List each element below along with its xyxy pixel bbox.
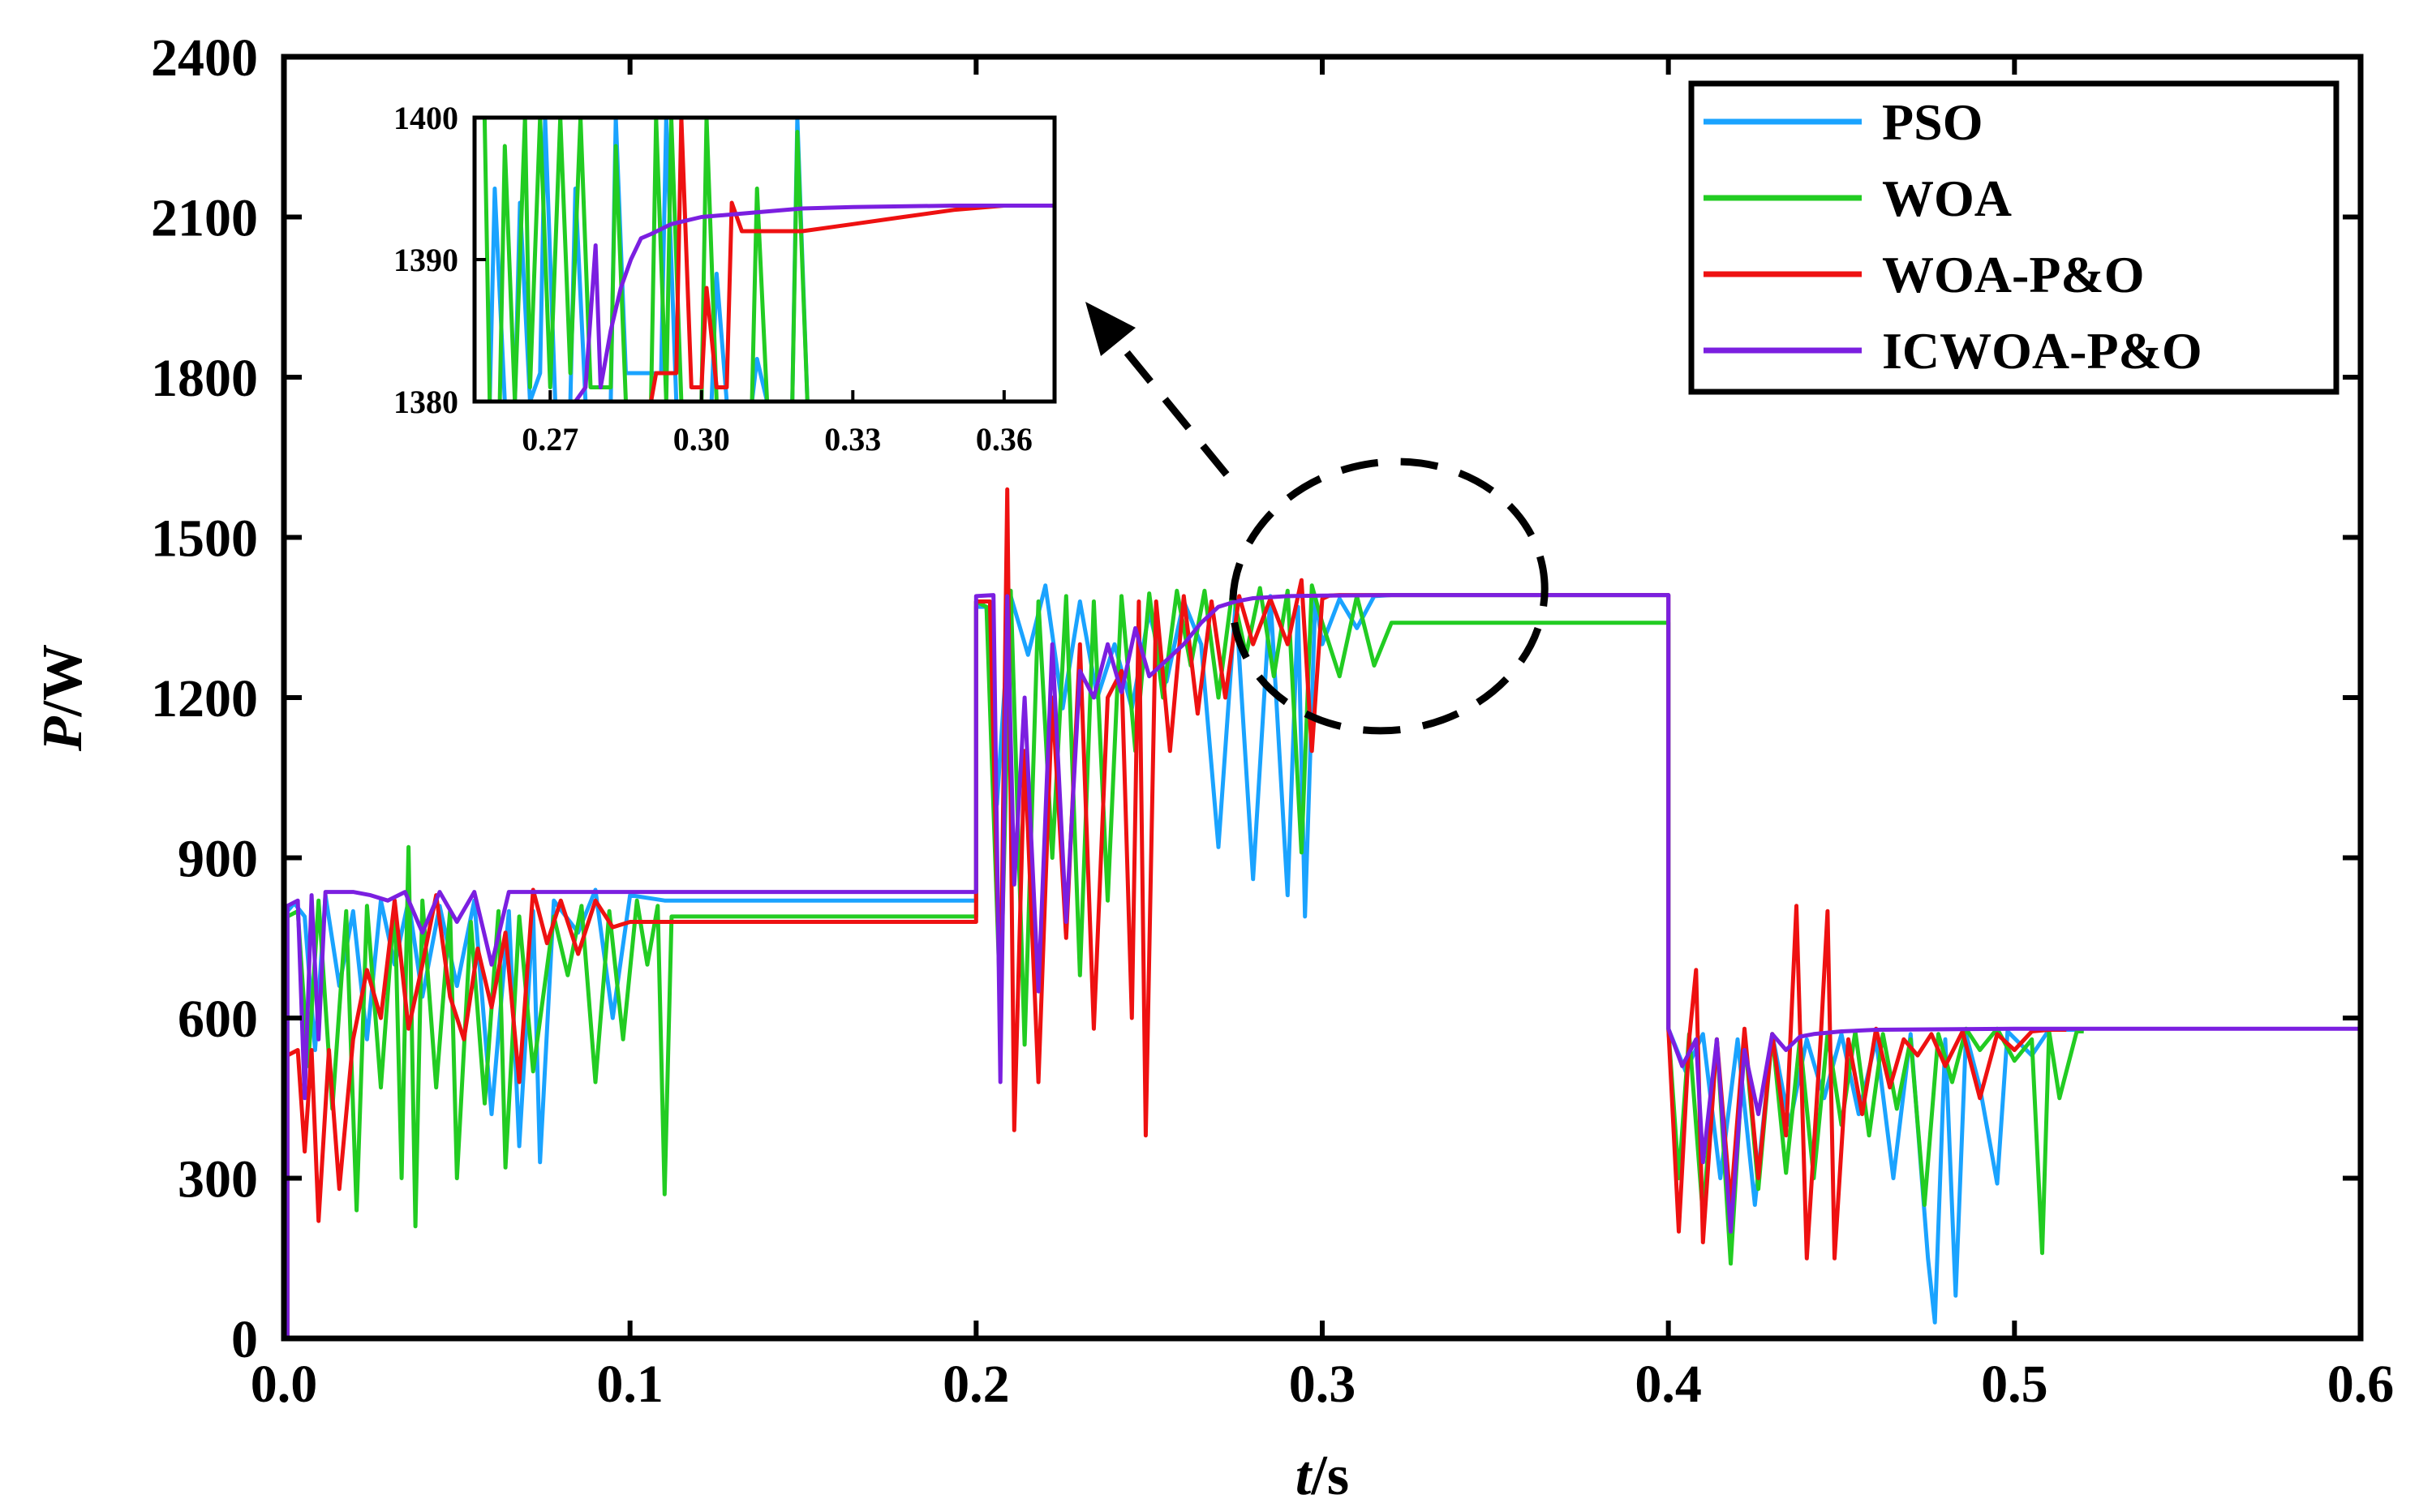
y-tick-label: 0 [231, 1310, 258, 1369]
x-tick-label: 0.2 [943, 1355, 1010, 1414]
zoom-arrow-line [1115, 339, 1230, 477]
y-tick-label: 1800 [151, 349, 258, 408]
y-tick-label: 1500 [151, 509, 258, 569]
inset-x-tick-label: 0.36 [976, 421, 1033, 457]
x-tick-label: 0.6 [2327, 1355, 2395, 1414]
y-axis-title: P/W [32, 644, 94, 752]
main-axis-ticks: 0.0 0.1 0.2 0.3 0.4 0.5 0.6 0 300 600 900 1200 1500 1… [151, 28, 2394, 1414]
legend-label-woa: WOA [1882, 170, 2012, 227]
inset-y-tick-label: 1380 [393, 384, 458, 420]
legend-label-icwoa-pando: ICWOA-P&O [1882, 322, 2202, 380]
inset-series-woa-pando [475, 118, 1055, 402]
y-tick-label: 600 [178, 990, 258, 1049]
legend: PSO WOA WOA-P&O ICWOA-P&O [1688, 80, 2340, 395]
y-axis-variable: P [32, 715, 94, 752]
legend-label-pso: PSO [1882, 93, 1983, 151]
x-tick-label: 0.5 [1981, 1355, 2048, 1414]
y-axis-unit: /W [32, 644, 94, 717]
y-tick-label: 2100 [151, 189, 258, 248]
inset-series-icwoa-pando [475, 204, 1055, 402]
inset-series-woa [475, 118, 810, 402]
y-tick-label: 1200 [151, 669, 258, 728]
inset-x-tick-label: 0.30 [673, 421, 730, 457]
inset-y-tick-label: 1400 [393, 100, 458, 136]
main-series-icwoa-pando [284, 593, 2361, 1338]
x-axis-unit: /s [1310, 1445, 1349, 1507]
main-series-woa [284, 583, 2084, 1338]
main-series-woa-pando [284, 487, 2067, 1338]
inset-plot-frame [472, 115, 1057, 404]
y-tick-label: 900 [178, 830, 258, 889]
y-tick-label: 2400 [151, 28, 258, 88]
inset-y-tick-label: 1390 [393, 242, 458, 278]
zoom-region-ellipse [1229, 457, 1549, 735]
x-axis-title: t/s [1295, 1445, 1349, 1507]
x-axis-variable: t [1295, 1445, 1313, 1507]
x-tick-label: 0.1 [596, 1355, 664, 1414]
inset-x-tick-label: 0.33 [824, 421, 881, 457]
legend-box [1688, 80, 2340, 395]
main-plot-lines [284, 487, 2361, 1338]
y-tick-label: 300 [178, 1150, 258, 1209]
zoom-arrow-head [1085, 302, 1136, 356]
x-tick-label: 0.4 [1635, 1355, 1702, 1414]
inset-plot-lines [475, 118, 1055, 402]
legend-label-woa-pando: WOA-P&O [1882, 246, 2145, 303]
x-tick-label: 0.0 [251, 1355, 318, 1414]
main-plot-frame [281, 54, 2364, 1342]
inset-x-tick-label: 0.27 [522, 421, 578, 457]
x-tick-label: 0.3 [1289, 1355, 1356, 1414]
